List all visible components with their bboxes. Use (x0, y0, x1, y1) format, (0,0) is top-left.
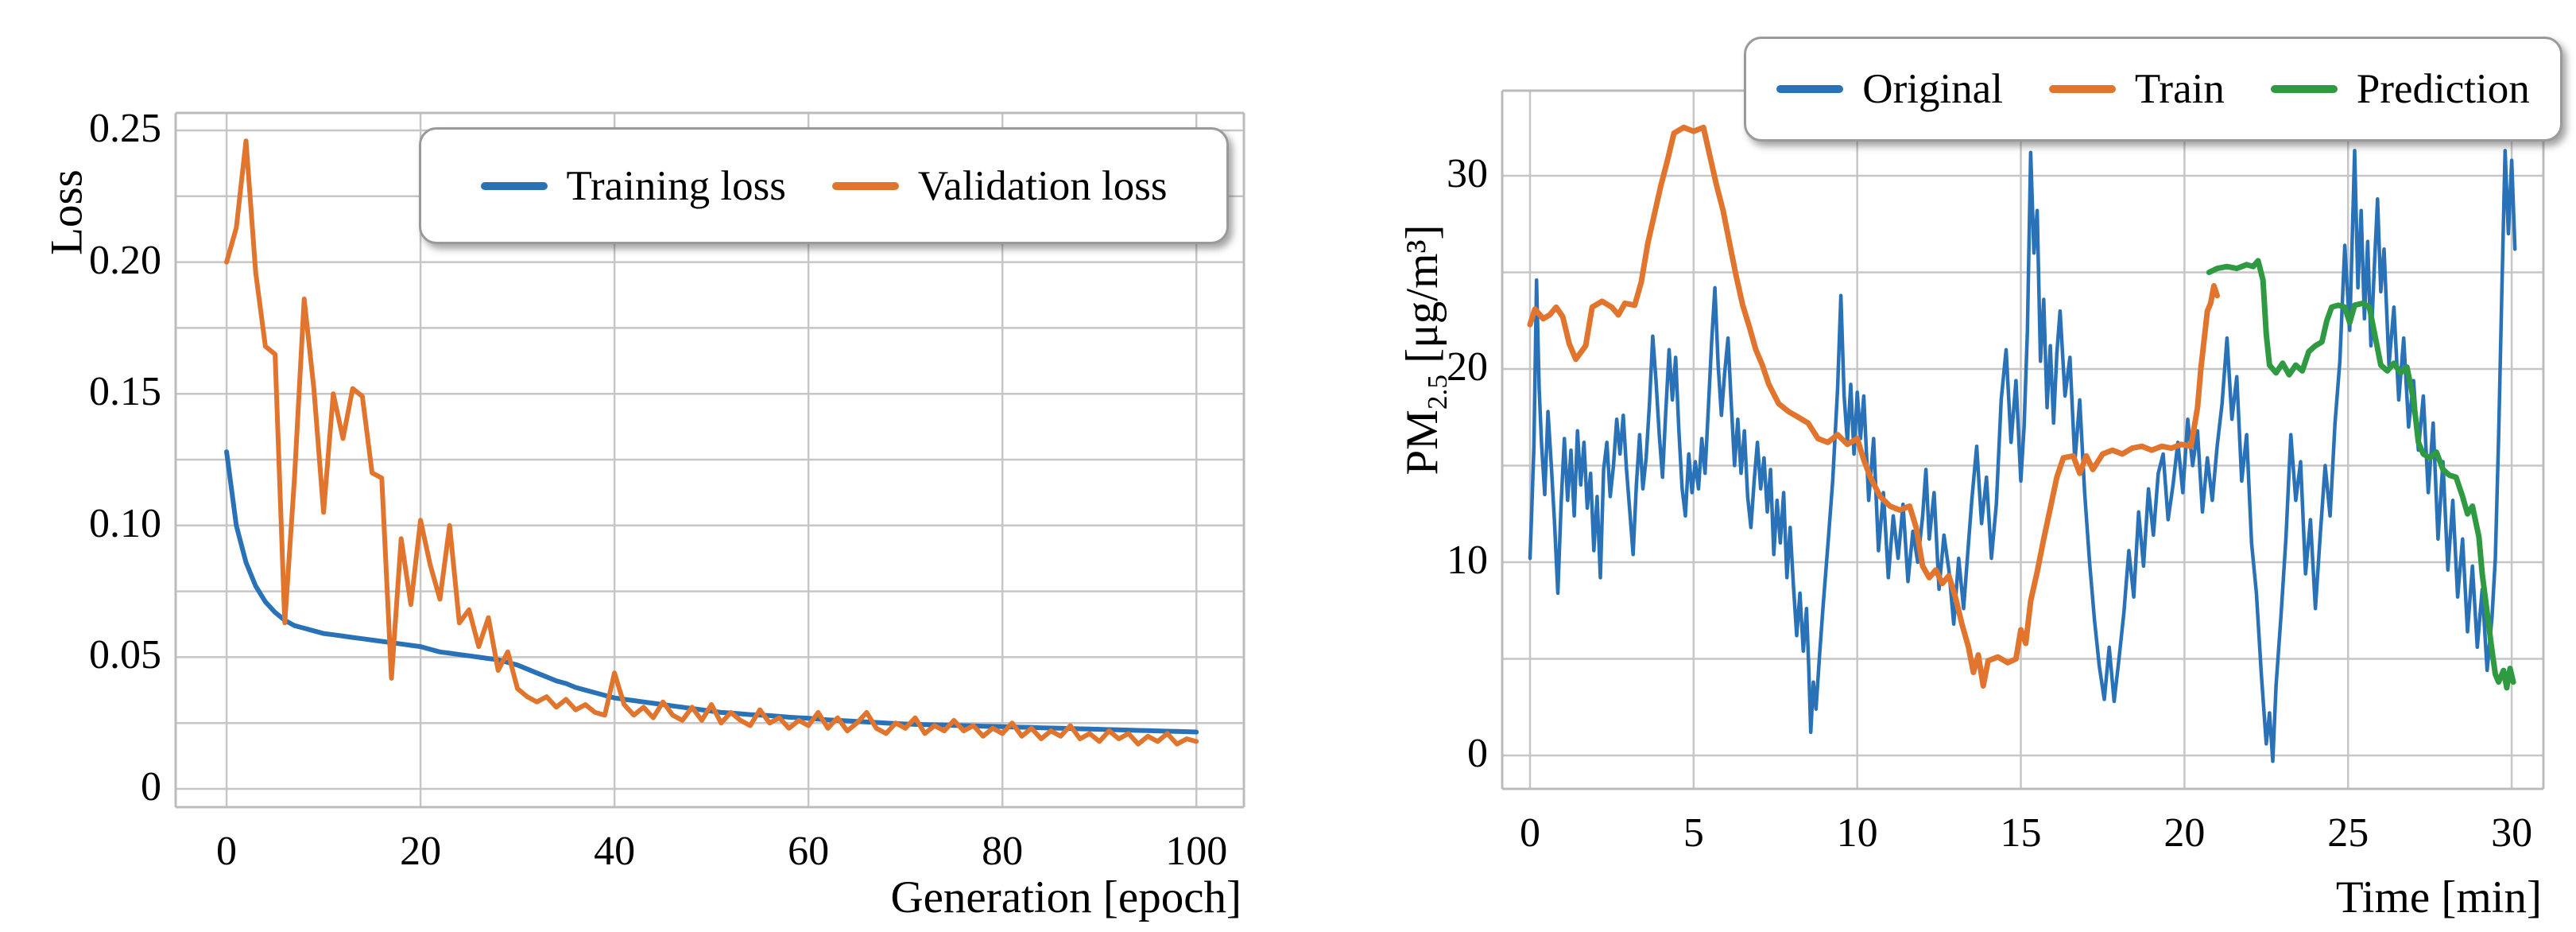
training-loss-swatch (480, 181, 548, 190)
original-line (1528, 149, 2517, 763)
legend-label-original: Original (1862, 66, 2003, 112)
loss-y-tick-0.15: 0.15 (89, 369, 161, 415)
pm-label-sub: 2.5 (1422, 374, 1454, 410)
pm-y-tick-20: 20 (1447, 344, 1488, 390)
train-swatch (2048, 85, 2116, 93)
loss-legend: Training loss Validation loss (419, 127, 1229, 244)
legend-label-prediction: Prediction (2356, 66, 2530, 112)
original-swatch (1776, 85, 1844, 93)
pm-label-unit: [μg/m³] (1396, 224, 1447, 375)
legend-entry-prediction: Prediction (2270, 65, 2530, 113)
legend-label-training-loss: Training loss (566, 162, 786, 209)
legend-entry-original: Original (1776, 65, 2003, 113)
loss-x-tick-20: 20 (400, 829, 442, 874)
pm-x-tick-0: 0 (1519, 810, 1540, 856)
pm-y-tick-30: 30 (1447, 151, 1488, 197)
pm-x-tick-30: 30 (2491, 810, 2533, 856)
pm-x-tick-20: 20 (2163, 810, 2206, 856)
loss-x-tick-40: 40 (594, 829, 636, 874)
loss-y-tick-0: 0 (141, 764, 161, 810)
loss-x-tick-100: 100 (1165, 829, 1228, 874)
loss-y-tick-0.25: 0.25 (89, 106, 161, 152)
pm-x-tick-5: 5 (1683, 810, 1704, 856)
loss-x-tick-80: 80 (982, 829, 1024, 874)
loss-x-tick-60: 60 (788, 829, 830, 874)
pm-y-tick-10: 10 (1447, 538, 1488, 584)
loss-x-axis-label: Generation [epoch] (890, 872, 1242, 922)
pm-x-tick-15: 15 (2000, 810, 2042, 856)
legend-entry-train: Train (2048, 65, 2225, 113)
legend-entry-validation-loss: Validation loss (831, 162, 1168, 210)
loss-y-tick-0.10: 0.10 (89, 500, 161, 546)
train-line (1527, 124, 2220, 689)
validation-loss-line (224, 138, 1199, 747)
pm-x-tick-10: 10 (1836, 810, 1878, 856)
loss-y-axis-label: Loss (41, 169, 92, 255)
legend-label-train: Train (2134, 66, 2225, 112)
loss-y-tick-0.20: 0.20 (89, 237, 161, 283)
pm-x-axis-label: Time [min] (2335, 872, 2542, 922)
pm-label-main: PM (1396, 410, 1447, 476)
loss-x-tick-0: 0 (216, 829, 238, 874)
pm-y-axis-label: PM2.5 [μg/m³] (1396, 224, 1454, 475)
pm-y-tick-0: 0 (1467, 731, 1488, 777)
validation-loss-swatch (831, 181, 899, 190)
loss-y-tick-0.05: 0.05 (89, 632, 161, 678)
prediction-swatch (2270, 85, 2338, 93)
prediction-line (2206, 258, 2516, 691)
pm-x-tick-25: 25 (2327, 810, 2369, 856)
pm-legend: Original Train Prediction (1744, 37, 2562, 142)
legend-entry-training-loss: Training loss (480, 162, 786, 210)
legend-label-validation-loss: Validation loss (917, 162, 1168, 209)
